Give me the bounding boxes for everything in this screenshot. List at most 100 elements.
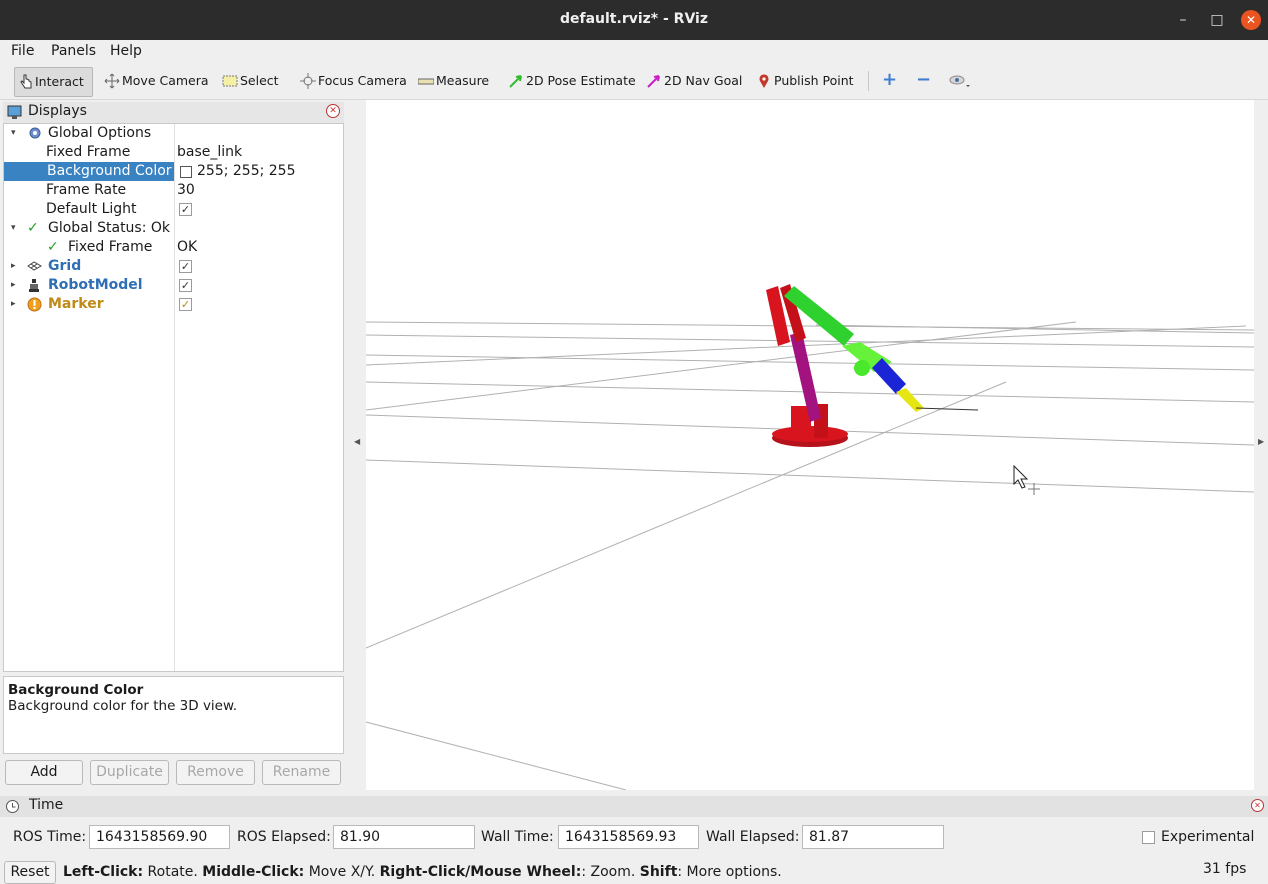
time-title: Time [29, 797, 64, 813]
ok-check-icon: ✓ [27, 220, 39, 236]
hint-text: Move X/Y. [304, 864, 380, 880]
tool-interact[interactable]: Interact [14, 67, 93, 97]
property-description: Background Color Background color for th… [3, 676, 344, 754]
menu-help[interactable]: Help [110, 43, 142, 59]
collapse-left-icon[interactable]: ◀ [354, 437, 361, 446]
background-color-value[interactable]: 255; 255; 255 [197, 163, 296, 179]
tree-row-frame-rate[interactable]: Frame Rate 30 [4, 181, 343, 200]
color-swatch[interactable] [180, 166, 192, 178]
time-panel-header: Time ✕ [0, 796, 1268, 817]
status-bar: Reset Left-Click: Rotate. Middle-Click: … [0, 860, 1268, 884]
tool-select[interactable]: Select [222, 70, 279, 92]
clock-icon [6, 800, 19, 813]
marker-checkbox[interactable]: ✓ [179, 298, 192, 311]
tool-move-camera[interactable]: Move Camera [104, 70, 209, 92]
toolbar-separator [868, 71, 869, 91]
window-title: default.rviz* - RViz [559, 11, 708, 27]
hint-key: Right-Click/Mouse Wheel: [379, 864, 582, 880]
wall-time-label: Wall Time: [481, 829, 554, 845]
maximize-button[interactable]: □ [1210, 12, 1224, 28]
rename-button[interactable]: Rename [262, 760, 341, 785]
time-row: ROS Time: 1643158569.90 ROS Elapsed: 81.… [0, 818, 1268, 858]
left-splitter[interactable]: ◀ [344, 100, 366, 790]
ros-elapsed-label: ROS Elapsed: [237, 829, 331, 845]
ros-elapsed-field[interactable]: 81.90 [333, 825, 475, 849]
add-button[interactable]: Add [5, 760, 83, 785]
tree-row-robotmodel[interactable]: ▸ RobotModel ✓ [4, 276, 343, 295]
title-bar: default.rviz* - RViz – □ ✕ [0, 0, 1268, 40]
fps-counter: 31 fps [1203, 861, 1247, 877]
hint-key: Left-Click: [63, 864, 144, 880]
wall-elapsed-field[interactable]: 81.87 [802, 825, 944, 849]
tree-row-background-color[interactable]: Background Color 255; 255; 255 [4, 162, 343, 181]
collapse-arrow-icon[interactable]: ▸ [11, 261, 16, 271]
robotmodel-checkbox[interactable]: ✓ [179, 279, 192, 292]
minimize-button[interactable]: – [1179, 12, 1187, 28]
tool-publish-point[interactable]: Publish Point [756, 70, 854, 92]
plus-icon[interactable]: + [882, 69, 898, 90]
hint-key: Shift [639, 864, 678, 880]
tool-label: Select [240, 73, 279, 88]
close-panel-icon[interactable]: ✕ [326, 104, 340, 118]
warning-icon [27, 297, 42, 312]
fixed-frame-value[interactable]: base_link [177, 144, 243, 160]
tree-row-global-status[interactable]: ▾ ✓ Global Status: Ok [4, 219, 343, 238]
3d-view[interactable] [365, 100, 1255, 791]
close-button[interactable]: ✕ [1241, 10, 1261, 30]
tree-label: Default Light [46, 201, 137, 217]
tree-row-fixed-frame[interactable]: Fixed Frame base_link [4, 143, 343, 162]
right-splitter[interactable]: ▶ [1254, 100, 1268, 790]
tool-label: Focus Camera [318, 73, 407, 88]
tool-focus-camera[interactable]: Focus Camera [300, 70, 407, 92]
default-light-checkbox[interactable]: ✓ [179, 203, 192, 216]
3d-scene[interactable] [365, 100, 1255, 791]
hint-key: Middle-Click: [202, 864, 305, 880]
focus-target-icon [300, 73, 316, 89]
experimental-checkbox[interactable] [1142, 831, 1155, 844]
tool-label: Publish Point [774, 73, 854, 88]
menu-file[interactable]: File [11, 43, 35, 59]
green-arrow-icon [509, 75, 522, 88]
remove-button[interactable]: Remove [176, 760, 255, 785]
select-box-icon [222, 75, 238, 87]
collapse-arrow-icon[interactable]: ▸ [11, 299, 16, 309]
hint-text: Rotate. [143, 864, 203, 880]
tree-label: Grid [48, 258, 82, 274]
tool-label: 2D Pose Estimate [526, 73, 636, 88]
tree-row-default-light[interactable]: Default Light ✓ [4, 200, 343, 219]
description-title: Background Color [8, 682, 144, 698]
tree-row-global-options[interactable]: ▾ Global Options [4, 124, 343, 143]
menu-panels[interactable]: Panels [51, 43, 97, 59]
displays-panel-header: Displays ✕ [3, 102, 344, 123]
grid-checkbox[interactable]: ✓ [179, 260, 192, 273]
gear-icon [29, 127, 41, 139]
hint-text: : More options. [677, 864, 782, 880]
hint-text: : Zoom. [581, 864, 640, 880]
collapse-arrow-icon[interactable]: ▸ [11, 280, 16, 290]
frame-rate-value[interactable]: 30 [177, 182, 195, 198]
status-value: OK [177, 239, 198, 255]
tree-label: RobotModel [48, 277, 143, 293]
ok-check-icon: ✓ [47, 239, 59, 255]
tool-2d-pose-estimate[interactable]: 2D Pose Estimate [508, 70, 636, 92]
collapse-right-icon[interactable]: ▶ [1258, 437, 1265, 446]
status-hint: Left-Click: Rotate. Middle-Click: Move X… [63, 864, 782, 880]
ros-time-field[interactable]: 1643158569.90 [89, 825, 230, 849]
eye-icon[interactable] [948, 73, 972, 89]
tree-row-grid[interactable]: ▸ Grid ✓ [4, 257, 343, 276]
close-panel-icon[interactable]: ✕ [1251, 799, 1264, 812]
robot-arm [766, 284, 979, 447]
tool-measure[interactable]: Measure [418, 70, 489, 92]
reset-button[interactable]: Reset [4, 861, 56, 884]
tree-row-status-fixed-frame[interactable]: ✓ Fixed Frame OK [4, 238, 343, 257]
tree-label: Frame Rate [46, 182, 127, 198]
tool-2d-nav-goal[interactable]: 2D Nav Goal [646, 70, 742, 92]
magenta-arrow-icon [647, 75, 660, 88]
column-separator [174, 124, 175, 671]
expand-arrow-icon[interactable]: ▾ [11, 223, 16, 233]
minus-icon[interactable]: − [916, 69, 932, 90]
expand-arrow-icon[interactable]: ▾ [11, 128, 16, 138]
duplicate-button[interactable]: Duplicate [90, 760, 169, 785]
wall-time-field[interactable]: 1643158569.93 [558, 825, 699, 849]
tree-row-marker[interactable]: ▸ Marker ✓ [4, 295, 343, 314]
